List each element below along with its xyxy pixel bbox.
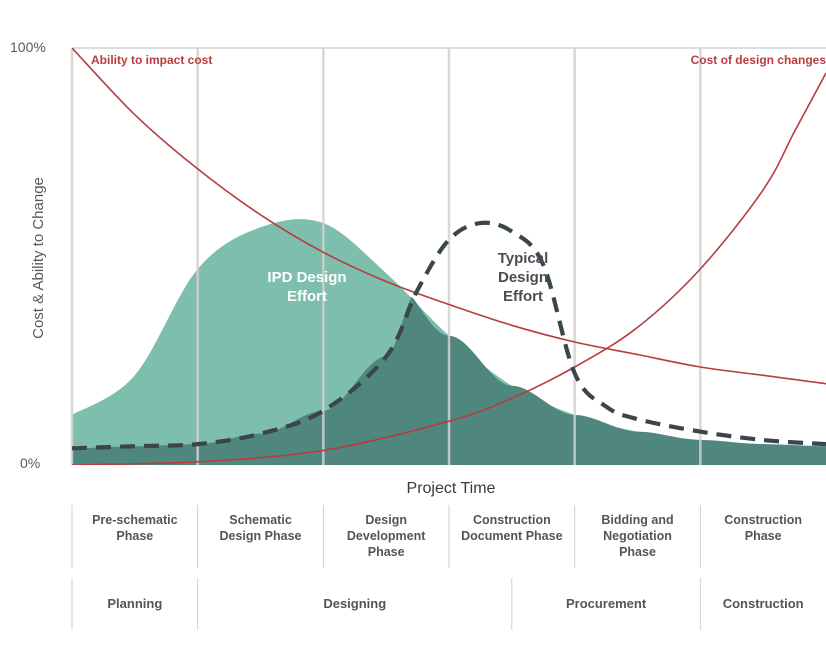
phase-label: Design Development Phase: [347, 513, 426, 559]
cost-of-design-changes-label: Cost of design changes: [691, 53, 826, 67]
stage-label: Planning: [107, 596, 162, 611]
y-tick-label-bottom: 0%: [20, 455, 40, 471]
stage-label: Designing: [323, 596, 386, 611]
ability-to-impact-cost-label: Ability to impact cost: [91, 53, 212, 67]
y-axis-label: Cost & Ability to Change: [30, 177, 47, 339]
ability-to-impact-cost-line: [72, 48, 826, 385]
ipd-design-effort-label: IPD Design Effort: [267, 269, 346, 305]
phase-label: Schematic Design Phase: [220, 513, 302, 543]
stage-table: Planning Designing Procurement Construction: [71, 578, 804, 630]
phase-label: Bidding and Negotiation Phase: [601, 513, 673, 559]
typical-design-effort-line: [72, 220, 826, 451]
typical-design-effort-label: Typical Design Effort: [498, 250, 549, 305]
phase-table: Pre-schematic Phase Schematic Design Phase D…: [71, 505, 802, 568]
y-tick-label-top: 100%: [10, 39, 46, 55]
cost-of-design-changes-line: [72, 72, 826, 465]
phase-label: Construction Phase: [724, 513, 802, 543]
stage-label: Procurement: [566, 596, 647, 611]
x-axis-label: Project Time: [407, 480, 496, 497]
phase-label: Pre-schematic Phase: [92, 513, 178, 543]
phase-label: Construction Document Phase: [461, 513, 562, 543]
phase-gridlines: [70, 47, 826, 465]
stage-label: Construction: [723, 596, 804, 611]
